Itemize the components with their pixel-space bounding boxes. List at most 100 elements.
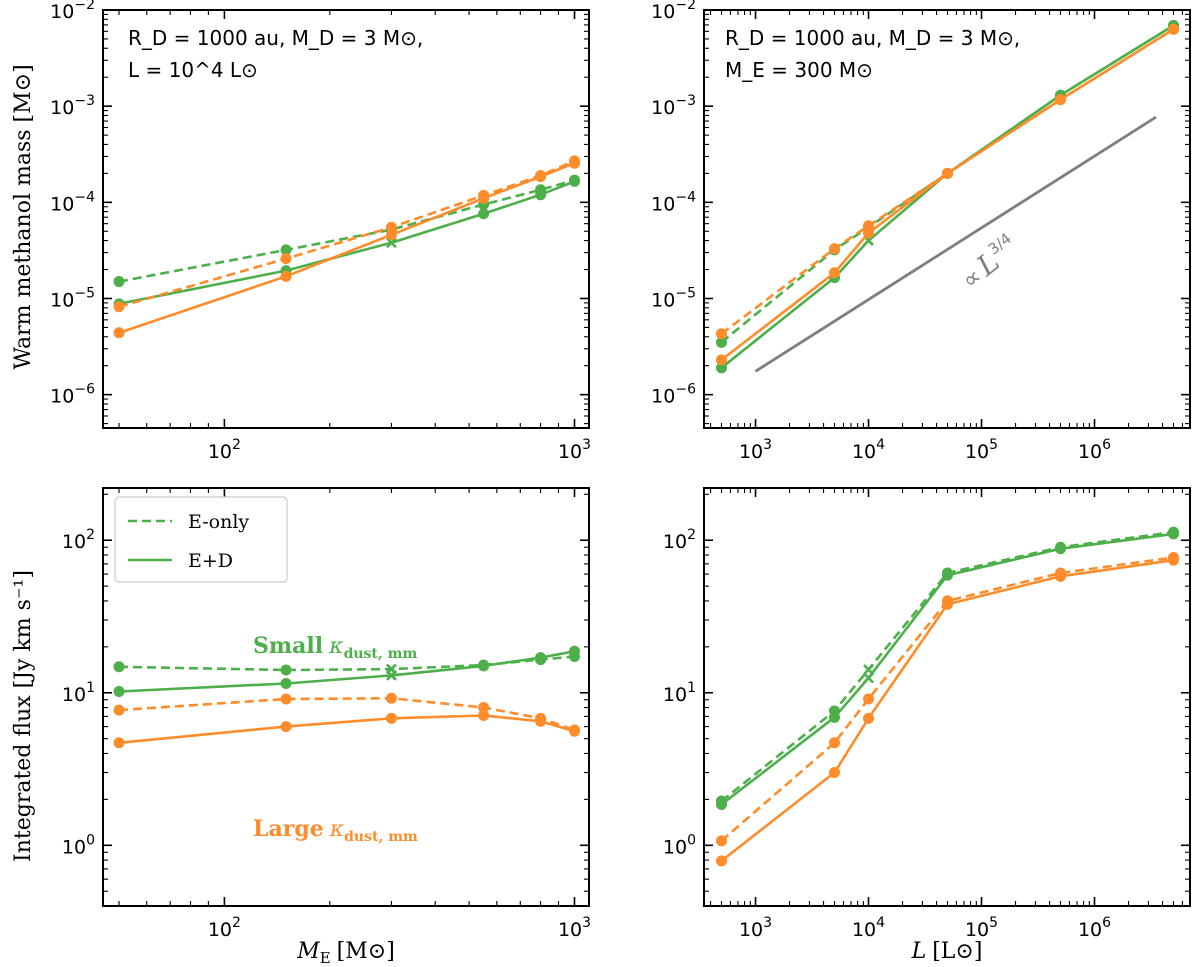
data-point bbox=[280, 244, 292, 256]
data-point bbox=[716, 354, 728, 366]
data-point bbox=[863, 693, 875, 705]
y-tick-label: 10−2 bbox=[651, 0, 696, 23]
y-tick-label: 10−3 bbox=[50, 93, 95, 119]
data-point bbox=[569, 157, 581, 169]
axes-top-left: 102 103 10−6 10−5 10−4 10−3 10−2 bbox=[50, 0, 591, 463]
data-point bbox=[113, 704, 125, 716]
series-line bbox=[118, 655, 575, 672]
data-point bbox=[280, 678, 292, 690]
data-point bbox=[535, 652, 547, 664]
y-tick-label: 10−4 bbox=[651, 189, 696, 215]
data-point bbox=[1054, 94, 1066, 106]
series-line bbox=[720, 532, 1174, 806]
data-point bbox=[478, 702, 490, 714]
panel-top-right: 103 104 105 106 10−6 10−5 10−4 10−3 10−2 bbox=[651, 0, 1191, 463]
data-point bbox=[113, 685, 125, 697]
data-point bbox=[113, 276, 125, 288]
data-point bbox=[716, 799, 728, 811]
y-tick-label: 10−5 bbox=[651, 285, 696, 311]
series-bottom-left bbox=[113, 645, 581, 749]
data-point bbox=[863, 712, 875, 724]
data-point bbox=[478, 192, 490, 204]
data-point bbox=[716, 336, 728, 348]
data-point bbox=[280, 253, 292, 265]
data-point bbox=[569, 175, 581, 187]
data-point bbox=[385, 692, 397, 704]
data-point bbox=[828, 243, 840, 255]
data-point bbox=[385, 712, 397, 724]
series-line bbox=[118, 714, 575, 745]
data-point bbox=[113, 301, 125, 313]
data-point bbox=[535, 715, 547, 727]
x-tick-label: 104 bbox=[852, 915, 885, 941]
series-line bbox=[118, 180, 575, 306]
series-line bbox=[118, 178, 575, 283]
data-point bbox=[280, 270, 292, 282]
x-tick-label: 103 bbox=[558, 437, 591, 463]
xlabel-right: L [L⊙] bbox=[911, 939, 983, 964]
x-tick-label: 102 bbox=[208, 437, 241, 463]
data-point bbox=[113, 661, 125, 673]
series-line bbox=[720, 24, 1175, 369]
reference-slope-line bbox=[754, 115, 1157, 373]
legend-solid-label: E+D bbox=[188, 550, 233, 572]
data-point bbox=[716, 362, 728, 374]
data-point bbox=[941, 167, 953, 179]
data-point bbox=[716, 855, 728, 867]
axes-bottom-right: 103 104 105 106 100 101 102 bbox=[663, 488, 1191, 941]
legend: E-only E+D bbox=[114, 496, 288, 583]
data-point-cross bbox=[386, 669, 397, 681]
data-point bbox=[1054, 570, 1066, 582]
data-point bbox=[280, 721, 292, 733]
data-point bbox=[1054, 543, 1066, 555]
data-point bbox=[478, 208, 490, 220]
plot-frame bbox=[102, 487, 590, 907]
plot-frame bbox=[703, 9, 1191, 429]
plot-frame bbox=[703, 487, 1191, 907]
series-line bbox=[118, 650, 575, 693]
y-tick-label: 102 bbox=[663, 527, 696, 553]
x-tick-label: 103 bbox=[739, 915, 772, 941]
y-tick-label: 101 bbox=[62, 680, 95, 706]
legend-dashed-label: E-only bbox=[188, 511, 249, 533]
data-point bbox=[828, 737, 840, 749]
series-bottom-right bbox=[716, 526, 1179, 867]
x-tick-label: 103 bbox=[739, 437, 772, 463]
y-tick-label: 10−3 bbox=[651, 93, 696, 119]
data-point bbox=[569, 725, 581, 737]
y-tick-label: 10−2 bbox=[50, 0, 95, 23]
plot-frame bbox=[102, 9, 590, 429]
x-tick-label: 104 bbox=[852, 437, 885, 463]
data-point bbox=[280, 693, 292, 705]
ylabel-bottom: Integrated flux [Jy km s⁻¹] bbox=[11, 570, 36, 862]
panel-bottom-right: 103 104 105 106 100 101 102 bbox=[663, 487, 1191, 941]
data-point bbox=[941, 569, 953, 581]
series-line bbox=[720, 558, 1174, 862]
small-kappa-label: Small κdust, mm bbox=[253, 633, 417, 662]
data-point bbox=[113, 327, 125, 339]
data-point bbox=[1167, 23, 1179, 35]
y-tick-label: 101 bbox=[663, 680, 696, 706]
data-point bbox=[1167, 554, 1179, 566]
data-point bbox=[113, 737, 125, 749]
data-point bbox=[569, 645, 581, 657]
data-point bbox=[1167, 528, 1179, 540]
data-point bbox=[716, 835, 728, 847]
panel-top-left: 102 103 10−6 10−5 10−4 10−3 10−2 bbox=[50, 0, 591, 463]
data-point-cross bbox=[863, 672, 874, 684]
x-tick-label: 102 bbox=[208, 915, 241, 941]
y-tick-label: 10−4 bbox=[50, 189, 95, 215]
data-point bbox=[478, 709, 490, 721]
data-point bbox=[478, 660, 490, 672]
series-top-right bbox=[716, 19, 1179, 374]
series-line bbox=[720, 28, 1175, 361]
panel-bottom-left: 102 103 100 101 102 bbox=[62, 487, 591, 941]
data-point bbox=[385, 229, 397, 241]
x-tick-label: 106 bbox=[1078, 437, 1111, 463]
data-point bbox=[828, 267, 840, 279]
y-tick-label: 10−6 bbox=[651, 382, 696, 408]
axes-bottom-left: 102 103 100 101 102 bbox=[62, 488, 591, 941]
data-point bbox=[863, 227, 875, 239]
